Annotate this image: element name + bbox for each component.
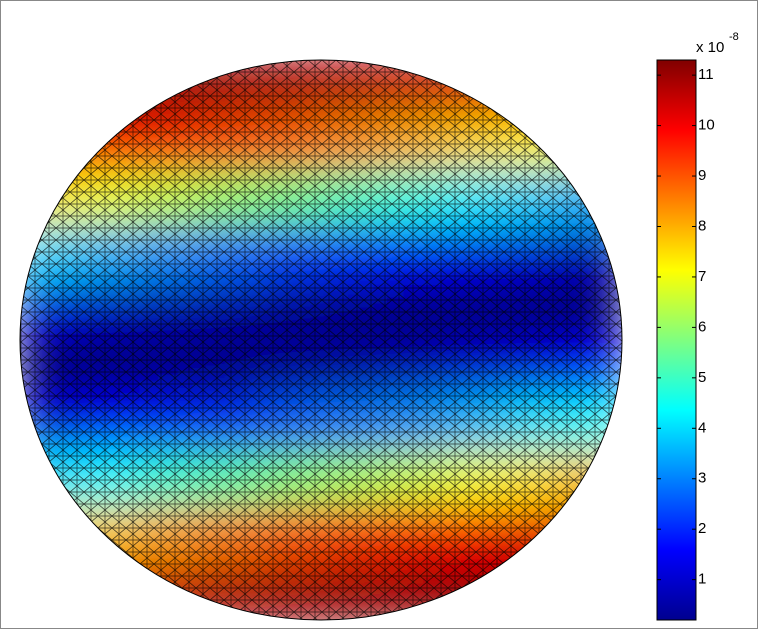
colorbar-tick-label: 3 <box>698 470 706 487</box>
colorbar-tick-label: 5 <box>698 369 706 386</box>
colorbar-tick-label: 11 <box>698 66 714 83</box>
chart: x 10 -8 1 2 3 4 5 6 7 8 9 10 11 <box>0 0 758 629</box>
colorbar-tick-label: 1 <box>698 571 706 588</box>
scale-exponent: -8 <box>729 31 739 43</box>
field-cell <box>561 115 623 173</box>
field-cell <box>561 59 623 117</box>
plot-area <box>19 59 623 621</box>
mesh <box>20 60 622 620</box>
field-cell <box>19 59 81 117</box>
colorbar-tick-label: 10 <box>698 117 715 134</box>
field-cell <box>501 59 563 117</box>
field-cell <box>19 563 81 621</box>
field-cell <box>79 563 141 621</box>
field-cell <box>79 59 141 117</box>
scale-multiplier: x 10 <box>696 39 724 56</box>
colorbar-tick-label: 9 <box>698 167 706 184</box>
field-cell <box>561 507 623 565</box>
colorbar <box>657 60 696 620</box>
field-cell <box>501 563 563 621</box>
colorbar-tick-label: 2 <box>698 520 706 537</box>
field-cell <box>19 507 81 565</box>
colorbar-tick-label: 7 <box>698 268 706 285</box>
colorbar-tick-label: 8 <box>698 217 706 234</box>
field-cell <box>19 115 81 173</box>
colorbar-tick-label: 6 <box>698 318 706 335</box>
colorbar-tick-label: 4 <box>698 419 706 436</box>
field-cell <box>561 563 623 621</box>
